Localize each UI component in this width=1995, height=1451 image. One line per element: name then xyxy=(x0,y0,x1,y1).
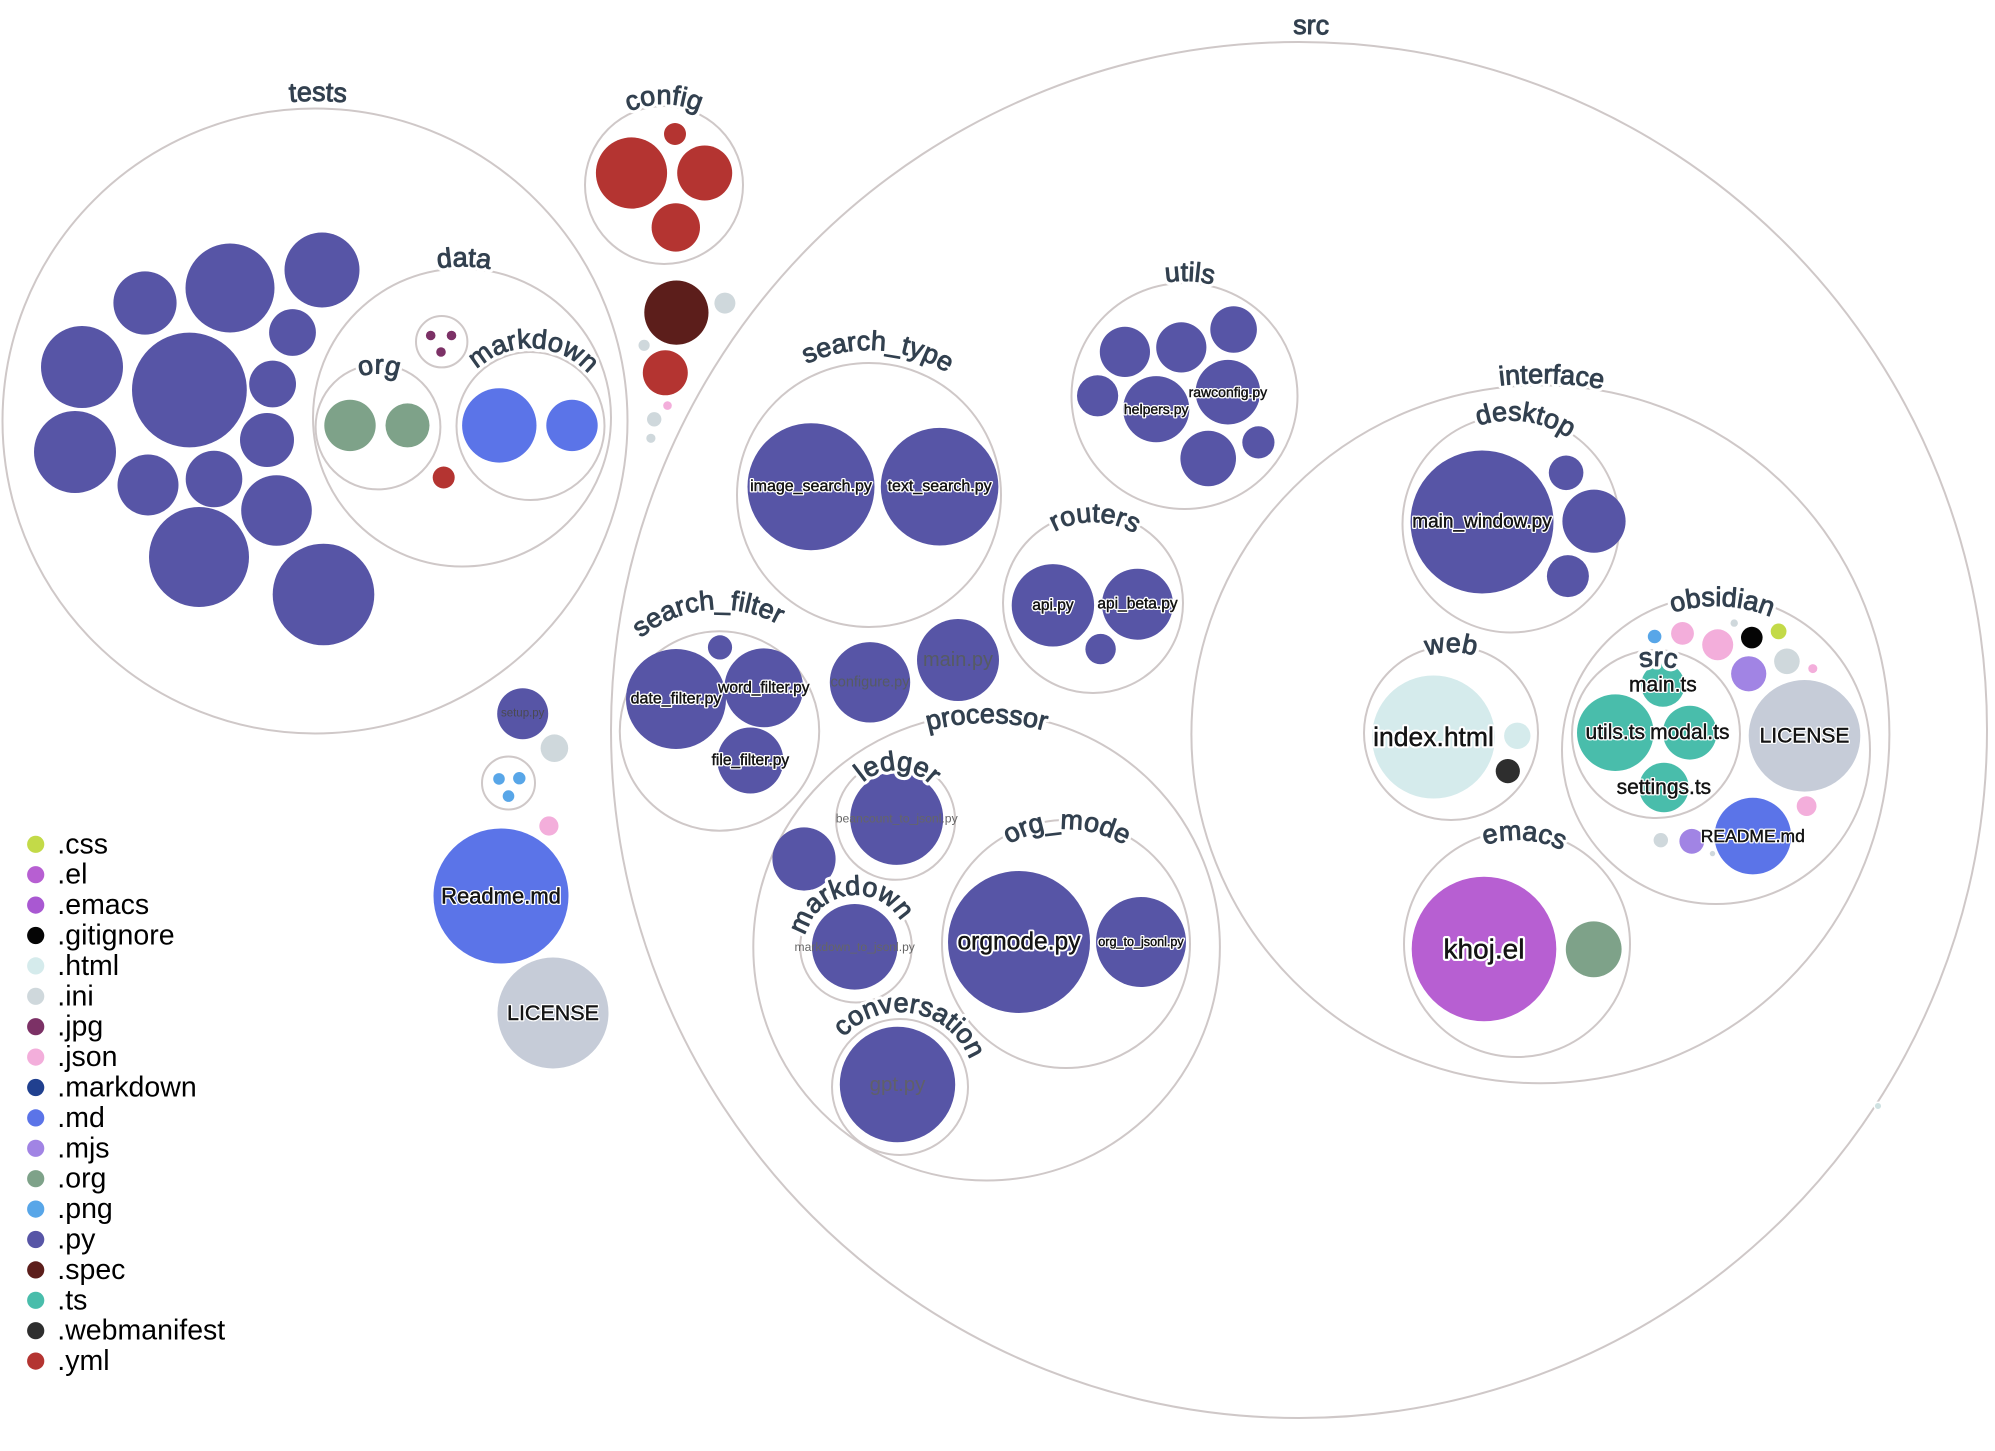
svg-text:README.md: README.md xyxy=(1701,826,1805,846)
svg-text:markdown_to_jsonl.py: markdown_to_jsonl.py xyxy=(795,940,916,954)
svg-text:web: web xyxy=(1421,628,1480,661)
svg-text:.css: .css xyxy=(57,828,108,860)
svg-text:main.py: main.py xyxy=(923,649,993,671)
svg-text:.mjs: .mjs xyxy=(57,1132,109,1164)
svg-text:main_window.py: main_window.py xyxy=(1412,512,1552,533)
svg-text:helpers.py: helpers.py xyxy=(1124,401,1189,417)
svg-text:interface: interface xyxy=(1497,359,1606,395)
svg-text:.html: .html xyxy=(57,950,119,982)
svg-text:.gitignore: .gitignore xyxy=(57,920,174,952)
svg-text:org_to_jsonl.py: org_to_jsonl.py xyxy=(1098,935,1184,949)
svg-text:main.ts: main.ts xyxy=(1629,674,1697,697)
svg-text:modal.ts: modal.ts xyxy=(1650,721,1729,744)
svg-text:org: org xyxy=(355,350,404,383)
svg-text:org_to_jsonl.py: org_to_jsonl.py xyxy=(1098,935,1184,949)
svg-text:.md: .md xyxy=(57,1102,105,1134)
svg-text:Readme.md: Readme.md xyxy=(441,884,561,909)
svg-text:.markdown: .markdown xyxy=(57,1072,196,1104)
svg-text:tests: tests xyxy=(288,77,348,109)
svg-text:.ini: .ini xyxy=(57,980,93,1012)
svg-text:src: src xyxy=(1293,10,1330,41)
svg-text:.jpg: .jpg xyxy=(57,1011,103,1043)
svg-text:LICENSE: LICENSE xyxy=(1760,724,1850,747)
svg-text:index.html: index.html xyxy=(1373,722,1494,752)
svg-text:api.py: api.py xyxy=(1032,597,1074,614)
svg-text:modal.ts: modal.ts xyxy=(1650,721,1729,744)
svg-text:.emacs: .emacs xyxy=(57,889,149,921)
svg-text:.json: .json xyxy=(57,1041,117,1073)
svg-text:rawconfig.py: rawconfig.py xyxy=(1189,384,1268,400)
svg-text:README.md: README.md xyxy=(1701,826,1805,846)
svg-text:rawconfig.py: rawconfig.py xyxy=(1189,384,1268,400)
svg-text:settings.ts: settings.ts xyxy=(1617,776,1712,799)
svg-text:LICENSE: LICENSE xyxy=(507,1001,599,1025)
svg-text:Readme.md: Readme.md xyxy=(441,884,561,909)
svg-text:src: src xyxy=(1637,642,1681,675)
svg-text:word_filter.py: word_filter.py xyxy=(717,679,810,696)
svg-text:utils: utils xyxy=(1163,257,1218,290)
svg-text:.org: .org xyxy=(57,1163,106,1195)
svg-text:api_beta.py: api_beta.py xyxy=(1097,596,1177,613)
svg-text:data: data xyxy=(435,242,494,275)
svg-text:api.py: api.py xyxy=(1032,597,1074,614)
svg-text:file_filter.py: file_filter.py xyxy=(712,752,790,769)
svg-text:date_filter.py: date_filter.py xyxy=(631,691,722,708)
svg-text:.el: .el xyxy=(57,859,87,891)
svg-text:file_filter.py: file_filter.py xyxy=(712,752,790,769)
svg-text:configure.py: configure.py xyxy=(831,674,911,690)
svg-text:orgnode.py: orgnode.py xyxy=(957,929,1081,956)
svg-text:text_search.py: text_search.py xyxy=(888,478,992,495)
svg-text:image_search.py: image_search.py xyxy=(750,478,872,495)
svg-text:date_filter.py: date_filter.py xyxy=(631,691,722,708)
svg-text:tests: tests xyxy=(288,77,348,109)
svg-text:helpers.py: helpers.py xyxy=(1124,401,1189,417)
svg-text:orgnode.py: orgnode.py xyxy=(957,929,1081,956)
svg-text:.png: .png xyxy=(57,1193,112,1225)
svg-text:word_filter.py: word_filter.py xyxy=(717,679,810,696)
svg-text:utils.ts: utils.ts xyxy=(1586,721,1646,744)
svg-text:.yml: .yml xyxy=(57,1345,109,1377)
svg-text:text_search.py: text_search.py xyxy=(888,478,992,495)
svg-text:.py: .py xyxy=(57,1224,96,1256)
svg-text:.spec: .spec xyxy=(57,1254,125,1286)
svg-text:.webmanifest: .webmanifest xyxy=(57,1315,225,1347)
svg-text:settings.ts: settings.ts xyxy=(1617,776,1712,799)
svg-text:data: data xyxy=(435,242,494,275)
svg-text:.ts: .ts xyxy=(57,1284,87,1316)
svg-text:main.ts: main.ts xyxy=(1629,674,1697,697)
svg-text:beancount_to_jsonl.py: beancount_to_jsonl.py xyxy=(836,811,959,825)
svg-text:setup.py: setup.py xyxy=(501,708,545,720)
svg-text:main_window.py: main_window.py xyxy=(1412,512,1552,533)
svg-text:src: src xyxy=(1293,10,1330,41)
svg-text:utils.ts: utils.ts xyxy=(1586,721,1646,744)
svg-text:index.html: index.html xyxy=(1373,722,1494,752)
svg-text:image_search.py: image_search.py xyxy=(750,478,872,495)
svg-text:org: org xyxy=(355,350,404,383)
svg-text:khoj.el: khoj.el xyxy=(1444,934,1525,965)
svg-text:utils: utils xyxy=(1163,257,1218,290)
svg-text:src: src xyxy=(1637,642,1681,675)
svg-text:LICENSE: LICENSE xyxy=(507,1001,599,1025)
svg-text:gpt.py: gpt.py xyxy=(870,1073,927,1096)
svg-text:web: web xyxy=(1421,628,1480,661)
svg-text:khoj.el: khoj.el xyxy=(1444,934,1525,965)
svg-text:LICENSE: LICENSE xyxy=(1760,724,1850,747)
svg-text:api_beta.py: api_beta.py xyxy=(1097,596,1177,613)
